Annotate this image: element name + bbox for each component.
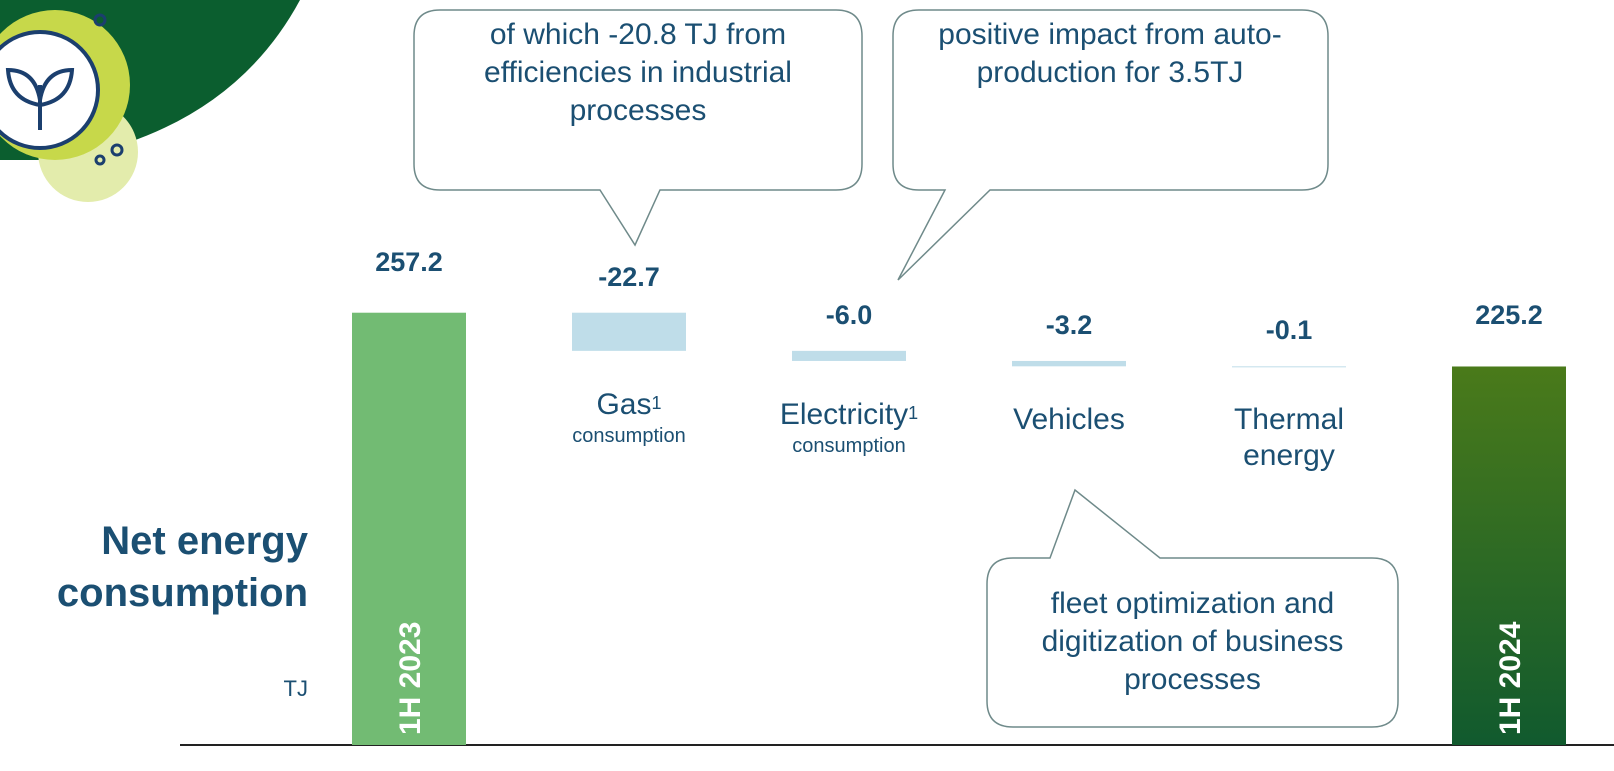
- value-label: -3.2: [1045, 309, 1093, 340]
- value-label: -6.0: [825, 299, 873, 330]
- annotation: of which -20.8 TJ from efficiencies in i…: [484, 18, 792, 127]
- category-name: Electricity: [779, 397, 909, 431]
- decor-dot: [110, 143, 124, 157]
- footnote-mark: 1: [908, 402, 919, 423]
- decor-dot: [93, 13, 107, 27]
- unit-label: TJ: [283, 676, 308, 701]
- category-label: Electricity1 consumption: [732, 397, 966, 459]
- value-label: 225.2: [1475, 300, 1543, 331]
- annotation: positive impact from auto-production for…: [938, 18, 1282, 89]
- decor-dot: [94, 154, 106, 166]
- category-name: Gas: [596, 387, 652, 421]
- category-label: Thermal energy: [1214, 402, 1364, 474]
- bar: [1012, 360, 1126, 367]
- bar: [572, 312, 686, 351]
- category-name: Vehicles: [1013, 403, 1125, 437]
- annotation: fleet optimization and digitization of b…: [1041, 587, 1344, 696]
- category-name: Thermal energy: [1233, 403, 1345, 473]
- category-sublabel: consumption: [792, 434, 906, 457]
- category-label: Gas1 consumption: [512, 387, 746, 449]
- chart-title: Net energy consumption: [56, 519, 308, 615]
- bar: [352, 312, 466, 745]
- bar-category-label: 1H 2023: [394, 622, 427, 735]
- decor-badge-inner: [0, 30, 100, 150]
- bar: [1452, 366, 1566, 745]
- category-label: Vehicles: [994, 402, 1144, 438]
- value-label: -0.1: [1265, 315, 1313, 346]
- category-sublabel: consumption: [572, 424, 686, 447]
- value-label: 257.2: [375, 246, 443, 277]
- callout-bubble: [986, 488, 1399, 728]
- bar: [792, 350, 906, 361]
- callout-bubble: [413, 9, 863, 247]
- value-label: -22.7: [598, 261, 660, 292]
- bar: [1232, 366, 1346, 368]
- bar-category-label: 1H 2024: [1494, 621, 1527, 735]
- footnote-mark: 1: [651, 392, 662, 413]
- callout-bubble: [892, 9, 1329, 281]
- decor-leaf: [5, 67, 75, 130]
